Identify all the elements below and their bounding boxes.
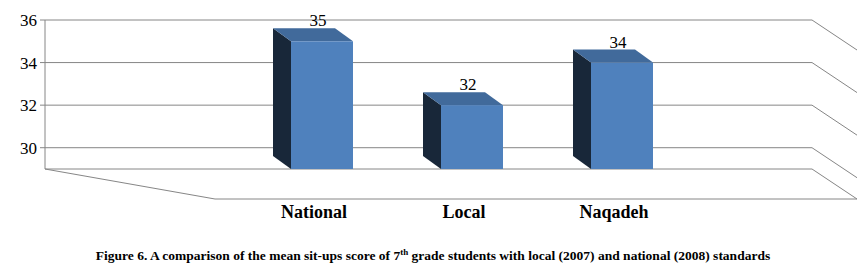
grid-line	[45, 20, 857, 50]
title: Figure 6. A comparison of the mean sit-u…	[96, 247, 770, 263]
data-label: 35	[310, 11, 327, 30]
grid	[45, 20, 857, 178]
bar	[291, 41, 353, 169]
bar-side	[573, 50, 591, 169]
bars	[273, 28, 653, 169]
labels: 35 National 32 Local 34 Naqadeh	[281, 11, 649, 222]
tick-mark	[40, 147, 45, 148]
tick-mark	[40, 62, 45, 63]
category-label: Local	[443, 202, 486, 222]
chart-svg: 30 32 34 36 35 National 32 Local 34 Naqadeh Figure…	[0, 0, 866, 275]
y-tick-label: 30	[20, 139, 37, 158]
data-label: 34	[610, 33, 628, 52]
bar-side	[273, 28, 291, 169]
category-label: Naqadeh	[579, 202, 648, 222]
chart-container: 30 32 34 36 35 National 32 Local 34 Naqadeh Figure…	[0, 0, 866, 275]
bar	[591, 63, 653, 169]
y-axis-line	[45, 20, 46, 169]
tick-mark	[40, 20, 45, 21]
y-tick-label: 34	[20, 54, 38, 73]
grid-line	[45, 63, 857, 93]
data-label: 32	[460, 75, 477, 94]
bar-side	[423, 92, 441, 169]
y-tick-label: 36	[20, 11, 37, 30]
tick-mark	[40, 105, 45, 106]
y-tick-labels: 30 32 34 36	[20, 11, 45, 158]
category-label: National	[281, 202, 347, 222]
floor	[45, 169, 857, 199]
bar	[441, 105, 503, 169]
y-tick-label: 32	[20, 96, 37, 115]
